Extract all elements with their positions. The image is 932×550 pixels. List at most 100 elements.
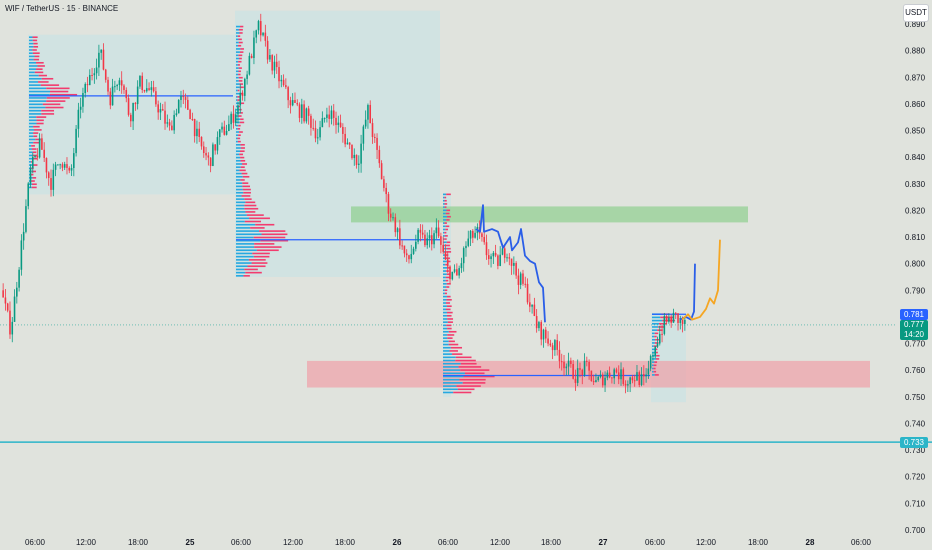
vp1-bar [29,68,37,70]
vp2-bar [236,172,242,175]
candle-body [538,322,540,329]
vp2-bar [237,137,241,140]
vp1-bar [29,157,33,160]
candle-body [601,374,604,386]
vp3-bar [447,337,453,339]
vp2-bar [256,249,279,252]
candle-body [150,87,153,90]
candle-body [437,227,440,237]
x-tick-label: 06:00 [645,538,666,547]
vp3-bar [445,276,451,279]
candle-body [551,345,554,351]
candle-body [173,114,175,131]
vp2-bar [239,102,245,105]
vp2-bar [254,246,282,248]
candle-body [107,79,109,92]
candle-body [617,372,620,380]
vp3-bar [445,308,451,311]
vp2-bar [238,28,243,31]
vp3-bar [443,388,458,391]
currency-badge[interactable]: USDT [903,4,929,22]
vp1-bar [33,46,39,48]
vp4-bar [658,326,665,328]
candle-body [70,168,73,171]
vp2-bar [236,166,241,168]
vp2-bar [236,147,241,149]
candle-body [492,252,495,257]
vp1-bar [33,141,40,144]
candle-body [200,136,203,147]
vp1-bar [41,113,55,115]
vp3-bar [445,279,449,282]
candle-body [622,369,625,384]
candle-body [460,263,463,269]
vp1-bar [29,135,34,138]
candle-body [524,283,527,285]
candle-body [18,269,20,288]
candle-body [342,127,344,134]
x-tick-label: 25 [186,538,195,547]
candle-body [120,80,123,86]
candle-body [544,329,547,339]
vp2-bar [240,48,244,50]
candle-body [654,346,657,356]
vp2-bar [236,259,249,261]
vp3-bar [444,222,447,224]
vp3-bar [443,327,448,330]
vp3-bar [443,295,447,298]
vp2-bar [239,169,246,172]
vp1-bar [31,164,38,166]
candle-body [316,137,319,139]
candle-body [148,88,150,90]
vp1-bar [34,71,44,74]
vp2-bar [236,185,243,188]
vp2-bar [236,252,253,255]
y-tick-label: 0.750 [905,393,926,402]
candle-body [515,262,517,276]
vp2-bar [240,144,245,146]
y-tick-label: 0.870 [905,73,926,82]
vp3-bar [443,263,446,266]
vp3-bar [444,235,448,237]
vp2-bar [236,137,238,140]
vp1-bar [40,84,60,86]
candle-body [608,372,611,378]
candle-body [444,251,447,260]
candle-body [278,67,280,82]
candle-body [636,372,638,381]
vp2-bar [237,96,240,98]
candle-body [11,321,14,335]
candle-body [392,217,394,219]
candle-body [205,153,207,156]
candle-body [68,167,71,171]
vp3-bar [463,375,495,378]
vp2-bar [244,204,257,207]
x-tick-label: 18:00 [541,538,562,547]
y-tick-label: 0.890 [905,20,926,29]
vp2-bar [238,76,243,79]
vp4-bar [656,354,660,357]
vp4-bar [652,374,655,376]
level-price-tag: 0.781 [900,309,928,320]
candle-body [161,109,164,111]
vp3-bar [444,203,448,205]
vp1-bar [29,39,33,42]
candle-body [223,126,226,135]
candle-body [358,163,360,165]
candle-body [16,287,18,297]
vp1-bar [29,116,37,118]
candle-body [136,86,139,105]
candle-body [34,155,36,157]
vp1-bar [42,103,61,106]
candle-body [184,97,187,100]
vp2-bar [239,86,244,89]
vp3-bar [446,283,451,285]
candle-body [191,119,194,121]
vp2-bar [236,239,261,242]
symbol-title[interactable]: WIF / TetherUS · 15 · BINANCE [5,4,119,13]
candle-body [50,178,52,190]
vp2-bar [236,57,239,60]
vp2-bar [236,175,243,178]
vp2-bar [239,153,244,156]
